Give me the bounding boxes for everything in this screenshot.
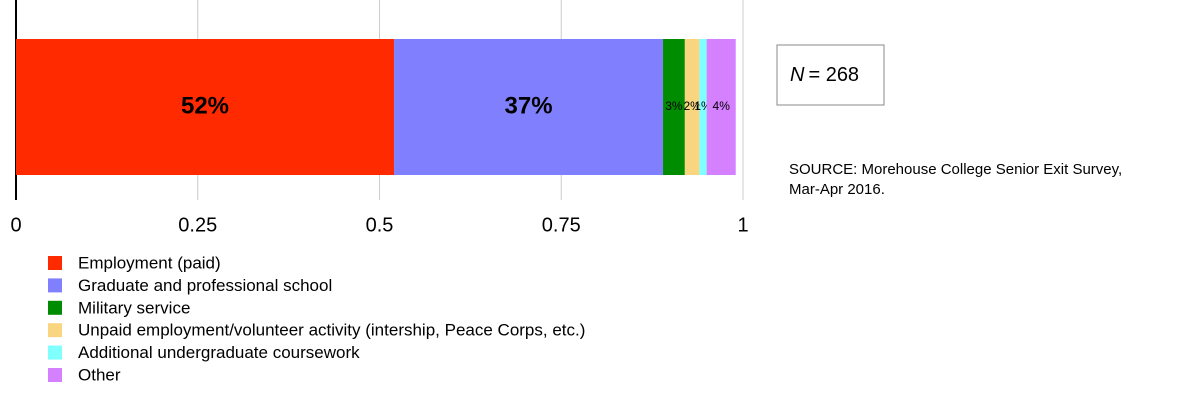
data-label: 52% (181, 92, 229, 119)
x-tick-label: 0.5 (366, 214, 394, 236)
bar-segment (663, 39, 685, 175)
legend-label: Additional undergraduate coursework (78, 343, 360, 362)
bar-segment (684, 39, 700, 175)
x-tick-label: 0.25 (178, 214, 217, 236)
legend-swatch (48, 323, 62, 338)
source-line: Mar-Apr 2016. (789, 181, 885, 198)
legend-swatch (48, 300, 62, 315)
data-label: 3% (665, 99, 683, 113)
data-label: 37% (505, 92, 553, 119)
legend-label: Employment (paid) (78, 253, 221, 272)
legend-swatch (48, 278, 62, 293)
data-label: 2% (683, 99, 701, 113)
source-line: SOURCE: Morehouse College Senior Exit Su… (789, 161, 1122, 178)
legend-swatch (48, 345, 62, 360)
bar-segment (16, 39, 395, 175)
bar-segment (394, 39, 664, 175)
x-tick-label: 0 (10, 214, 21, 236)
legend-swatch (48, 368, 62, 382)
data-label: 4% (713, 99, 731, 113)
x-tick-label: 1 (737, 214, 748, 236)
annotation-text: = 268 (808, 64, 859, 86)
annotation: N = 268 (790, 64, 859, 86)
legend-label: Unpaid employment/volunteer activity (in… (78, 321, 585, 340)
legend-label: Graduate and professional school (78, 276, 332, 295)
bar-segment (699, 39, 707, 175)
legend-swatch (48, 256, 62, 270)
x-tick-label: 0.75 (542, 214, 581, 236)
annotation-italic: N (790, 64, 805, 86)
legend-label: Other (78, 365, 121, 384)
annotation-box (776, 44, 885, 106)
bar-segment (706, 39, 736, 175)
legend-label: Military service (78, 298, 190, 317)
